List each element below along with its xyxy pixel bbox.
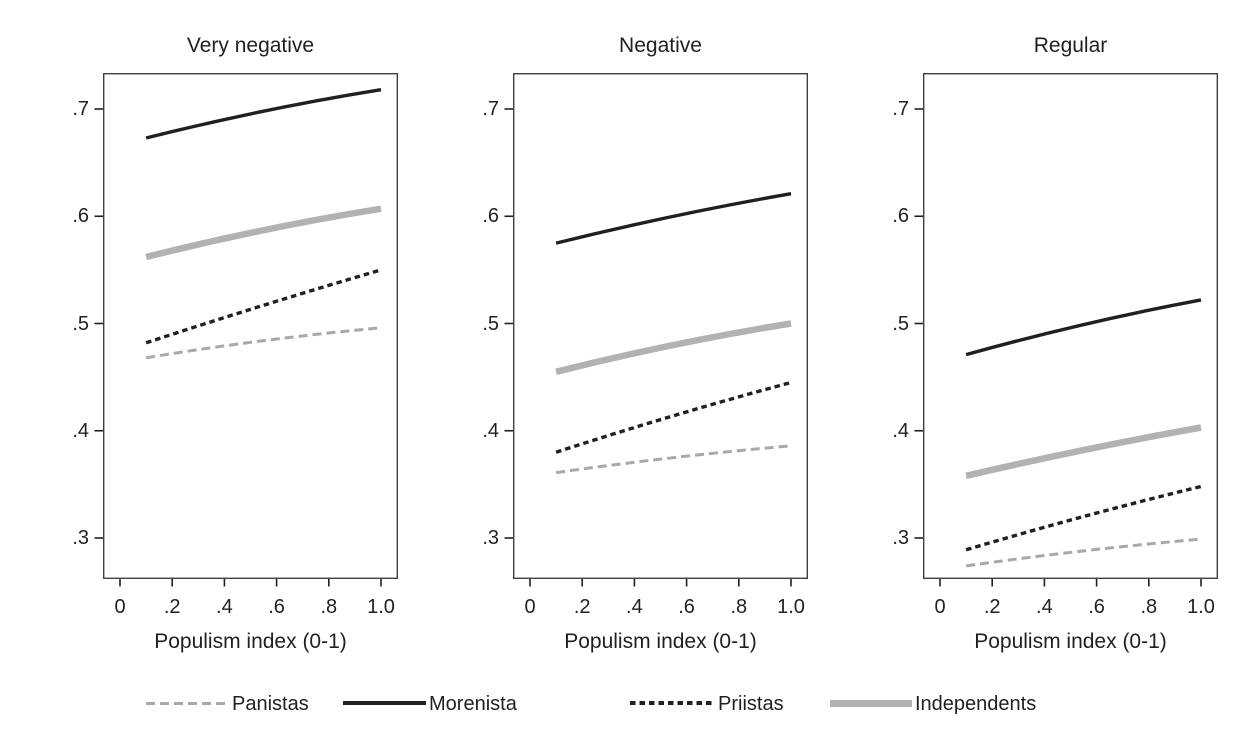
panel-title-negative: Negative <box>619 34 702 57</box>
y-tick-label: .7 <box>72 98 89 120</box>
y-tick-label: .4 <box>892 419 909 442</box>
y-tick-label: .6 <box>892 205 909 228</box>
series-line-priistas <box>965 484 1202 552</box>
x-tick-label: .8 <box>730 596 748 618</box>
series-line-priistas <box>145 268 382 345</box>
panel-title-very-negative: Very negative <box>186 34 315 57</box>
x-tick-label: .2 <box>983 596 1001 618</box>
series-line-panistas <box>145 326 382 360</box>
plot-area-very-negative <box>94 72 399 587</box>
series-line-panistas <box>965 537 1202 568</box>
x-tick-label: .8 <box>320 596 338 618</box>
x-tick-label: .6 <box>268 596 285 618</box>
x-tick-label: 0 <box>934 596 946 618</box>
y-tick-label: .5 <box>482 312 499 335</box>
legend-label-independents: Independents <box>915 693 1037 715</box>
series-line-morenista <box>965 298 1202 357</box>
legend-label-morenista: Morenista <box>429 693 517 715</box>
x-tick-label: .2 <box>163 596 181 618</box>
y-tick-label: .3 <box>892 527 909 549</box>
x-tick-label: .6 <box>1088 596 1105 618</box>
plot-frame <box>922 72 1219 580</box>
series-line-morenista <box>145 88 382 140</box>
y-tick-label: .3 <box>72 527 89 549</box>
plot-area-negative <box>504 72 809 587</box>
x-tick-label: 1.0 <box>367 596 395 618</box>
plot-frame <box>102 72 399 580</box>
series-line-panistas <box>555 444 792 475</box>
legend-swatch-morenista <box>343 701 426 705</box>
x-axis-label: Populism index (0-1) <box>974 630 1167 653</box>
y-tick-label: .7 <box>892 98 909 120</box>
series-line-independents <box>555 320 792 375</box>
x-axis-label: Populism index (0-1) <box>564 630 757 653</box>
legend-swatch-priistas <box>630 701 712 705</box>
y-tick-label: .4 <box>482 419 499 442</box>
series-line-priistas <box>555 380 792 454</box>
y-tick-label: .3 <box>482 527 499 549</box>
x-tick-label: .4 <box>626 596 643 618</box>
y-tick-label: .5 <box>72 312 89 335</box>
x-tick-label: 1.0 <box>1187 596 1215 618</box>
x-tick-label: .2 <box>573 596 591 618</box>
x-tick-label: .4 <box>1036 596 1053 618</box>
x-tick-label: .6 <box>678 596 695 618</box>
y-tick-label: .6 <box>482 205 499 228</box>
plot-area-regular <box>914 72 1219 587</box>
x-tick-label: 0 <box>114 596 126 618</box>
legend-label-panistas: Panistas <box>232 693 309 715</box>
y-tick-label: .5 <box>892 312 909 335</box>
legend-swatch-independents <box>830 699 912 707</box>
plot-frame <box>512 72 809 580</box>
legend-swatch-panistas <box>146 701 230 705</box>
y-tick-label: .7 <box>482 98 499 120</box>
series-line-independents <box>965 424 1202 479</box>
x-tick-label: .4 <box>216 596 233 618</box>
x-axis-label: Populism index (0-1) <box>154 630 347 653</box>
x-tick-label: .8 <box>1140 596 1158 618</box>
legend-label-priistas: Priistas <box>718 693 784 715</box>
x-tick-label: 0 <box>524 596 536 618</box>
y-tick-label: .6 <box>72 205 89 228</box>
panel-title-regular: Regular <box>1033 34 1108 57</box>
x-tick-label: 1.0 <box>777 596 805 618</box>
series-line-independents <box>145 205 382 261</box>
y-tick-label: .4 <box>72 419 89 442</box>
series-line-morenista <box>555 192 792 245</box>
